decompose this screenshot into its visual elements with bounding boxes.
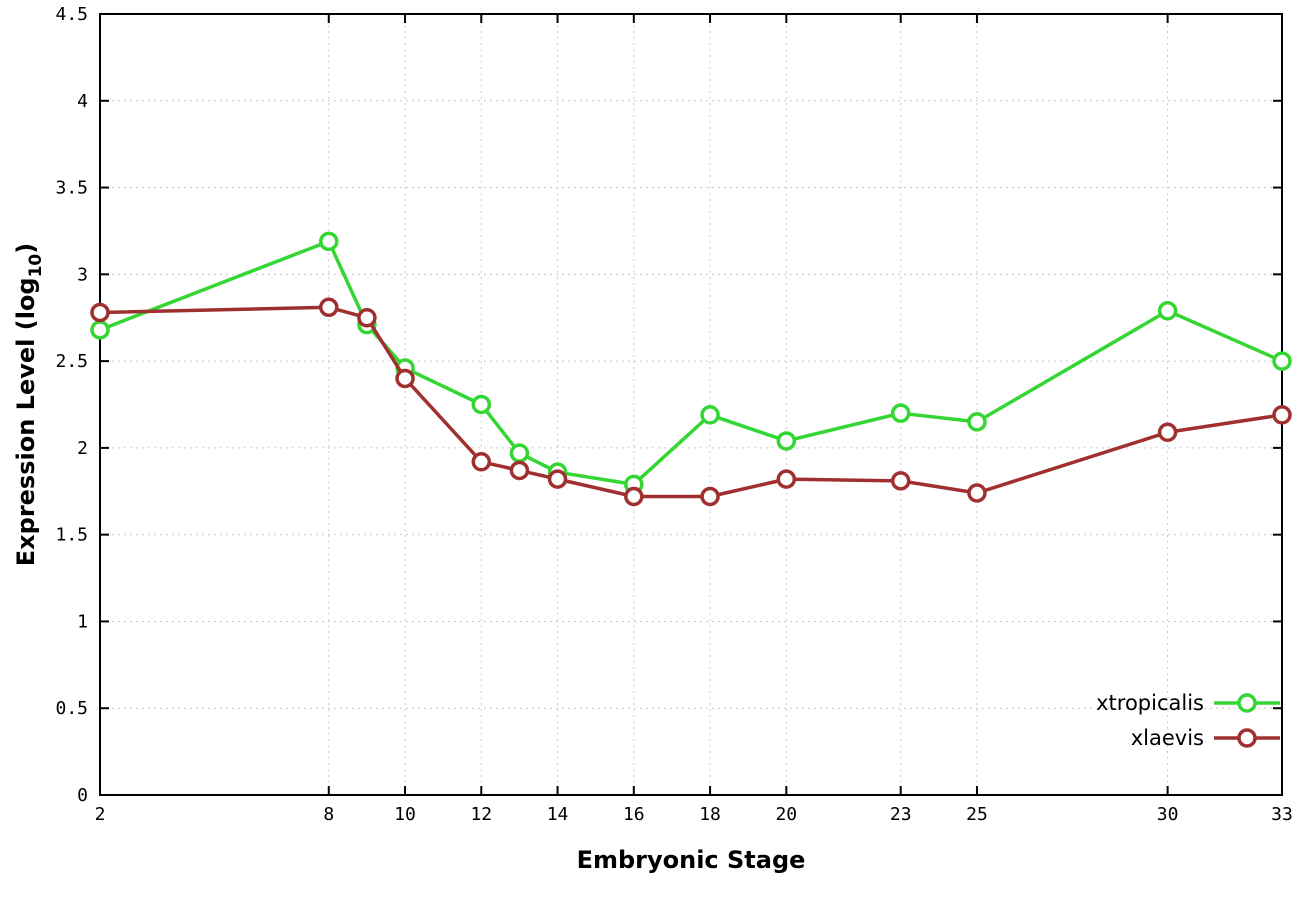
x-tick-label: 12 (470, 804, 492, 825)
x-tick-label: 14 (547, 804, 569, 825)
x-tick-label: 23 (890, 804, 912, 825)
data-point-xlaevis (776, 469, 797, 489)
data-point-xlaevis (700, 486, 720, 507)
data-point-xlaevis (1272, 405, 1292, 425)
data-point-xtropicalis (1157, 301, 1178, 321)
plot-border-rect (99, 13, 1283, 796)
y-tick-label: 2 (77, 438, 88, 459)
data-point-xlaevis (624, 486, 644, 507)
y-tick-label: 4 (77, 91, 88, 112)
data-point-xlaevis (357, 307, 377, 328)
x-tick-label: 33 (1271, 804, 1293, 825)
data-point-xtropicalis (700, 405, 720, 425)
legend-entry-xlaevis: xlaevis (1131, 726, 1280, 750)
series-line-xtropicalis (98, 239, 1284, 487)
axis-titles: Embryonic Stage Expression Level (log10) (12, 243, 805, 874)
legend-marker-xtropicalis (1237, 693, 1257, 713)
data-point-xtropicalis (90, 320, 110, 340)
data-series (90, 231, 1292, 507)
axis-tick-labels: 2 8 10 12 14 16 18 20 23 25 30 33 0 0.5 1 1.5 2 2.5 3 3.5 4 4… (55, 4, 1292, 825)
data-point-xlaevis (890, 471, 911, 491)
data-point-xtropicalis (890, 403, 911, 423)
data-point-xtropicalis (1272, 351, 1292, 371)
legend-label-xlaevis: xlaevis (1131, 726, 1204, 750)
series-line-xlaevis (98, 305, 1284, 499)
data-point-xlaevis (90, 302, 110, 323)
grid-lines (99, 13, 1283, 796)
y-tick-label: 1 (77, 611, 88, 632)
axis-ticks (99, 13, 1283, 796)
data-point-xtropicalis (509, 443, 530, 463)
x-tick-label: 18 (699, 804, 721, 825)
legend-entry-xtropicalis: xtropicalis (1096, 691, 1280, 715)
data-point-xlaevis (1157, 422, 1178, 443)
y-tick-label: 3 (77, 264, 88, 285)
x-tick-label: 8 (323, 804, 334, 825)
x-tick-label: 10 (394, 804, 416, 825)
legend-marker-xlaevis (1237, 728, 1257, 748)
data-point-xtropicalis (967, 412, 987, 432)
y-tick-label: 0.5 (55, 698, 88, 719)
data-point-xtropicalis (319, 231, 339, 252)
y-tick-label: 0 (77, 785, 88, 806)
data-point-xtropicalis (776, 431, 797, 451)
plot-border (99, 13, 1283, 796)
y-tick-label: 1.5 (55, 525, 88, 546)
data-point-xtropicalis (471, 394, 492, 415)
x-tick-label: 30 (1157, 804, 1179, 825)
data-point-xlaevis (471, 452, 492, 472)
chart-legend: xtropicalis xlaevis (1096, 691, 1280, 750)
legend-label-xtropicalis: xtropicalis (1096, 691, 1204, 715)
data-point-xlaevis (967, 483, 987, 503)
data-point-xlaevis (547, 469, 568, 489)
y-tick-label: 4.5 (55, 4, 88, 25)
data-point-xlaevis (509, 460, 530, 481)
x-tick-label: 2 (95, 804, 106, 825)
x-tick-label: 25 (966, 804, 988, 825)
x-axis-title: Embryonic Stage (577, 846, 806, 874)
y-tick-label: 3.5 (55, 178, 88, 199)
y-axis-title: Expression Level (log10) (12, 243, 46, 566)
y-tick-label: 2.5 (55, 351, 88, 372)
x-tick-label: 16 (623, 804, 645, 825)
data-point-xlaevis (319, 297, 339, 318)
x-tick-label: 20 (775, 804, 797, 825)
data-point-xlaevis (395, 368, 415, 389)
